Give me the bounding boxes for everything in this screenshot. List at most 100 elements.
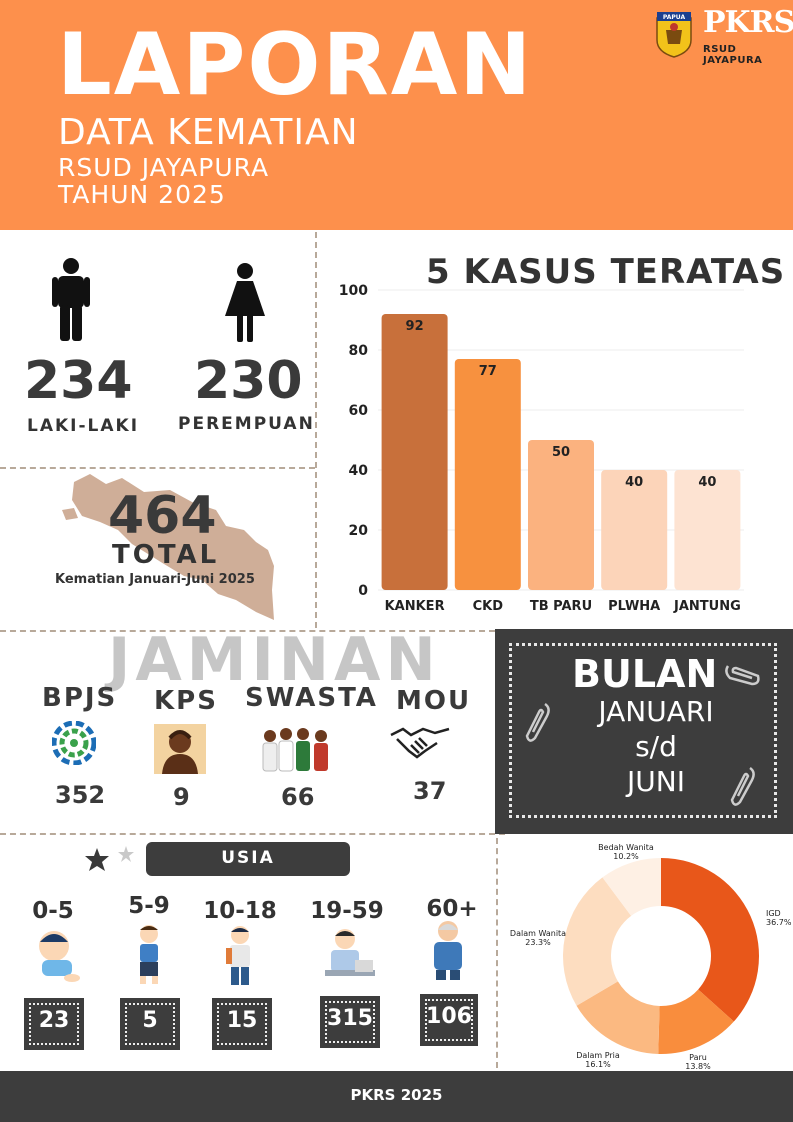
x-tick-label: CKD (473, 599, 504, 614)
baby-icon (32, 926, 82, 988)
age-range: 0-5 (32, 898, 74, 924)
jaminan-value-mou: 37 (413, 777, 447, 805)
x-tick-label: KANKER (385, 599, 445, 614)
age-count: 106 (426, 1004, 472, 1029)
y-tick-label: 80 (349, 343, 369, 359)
period-box (495, 629, 793, 834)
bar-chart: 0 20 40 60 80 100 92 KANKER 77 CKD 50 TB PARU 40 PLWH… (339, 283, 744, 614)
donut-slice (661, 858, 759, 1022)
bar (601, 470, 668, 590)
slice-percent: 23.3% (525, 938, 551, 947)
divider (0, 467, 315, 469)
teen-icon (222, 924, 258, 990)
bar-value-label: 40 (625, 475, 643, 490)
pkrs-logo: PKRS RSUD JAYAPURA (703, 5, 793, 67)
bar (381, 314, 448, 590)
chart-title: 5 KASUS TERATAS (426, 252, 786, 292)
papua-logo-icon: PAPUA (654, 10, 694, 58)
footer-text: PKRS 2025 (350, 1086, 443, 1104)
bar (528, 440, 594, 590)
x-tick-label: TB PARU (530, 599, 592, 614)
bar (454, 359, 521, 590)
elderly-icon (426, 918, 470, 984)
y-tick-label: 40 (349, 463, 369, 479)
footer-bar (0, 1071, 793, 1122)
y-tick-label: 60 (349, 403, 369, 419)
divider (315, 232, 317, 628)
adult-icon (325, 926, 375, 984)
bar-value-label: 77 (479, 364, 497, 379)
logo-left-text: PAPUA (663, 14, 686, 21)
age-count-box: 315 (320, 996, 380, 1048)
paperclip-icon (728, 764, 758, 812)
slice-percent: 10.2% (613, 852, 639, 861)
age-range: 19-59 (310, 898, 384, 924)
hospital-name: RSUD JAYAPURA (58, 153, 270, 182)
slice-label: Dalam Pria (576, 1051, 620, 1060)
bar-value-label: 50 (552, 445, 570, 460)
male-count: 234 (24, 351, 133, 411)
female-label: PEREMPUAN (178, 414, 315, 434)
y-tick-label: 100 (339, 283, 368, 299)
donut-slice (602, 858, 661, 916)
age-count: 23 (38, 1008, 70, 1033)
age-count-box: 5 (120, 998, 180, 1050)
y-tick-label: 20 (349, 523, 369, 539)
male-label: LAKI-LAKI (26, 416, 140, 436)
x-tick-label: JANTUNG (673, 599, 741, 614)
star-icon (84, 846, 138, 880)
bpjs-logo-icon (51, 720, 97, 769)
slice-label: IGD (766, 909, 781, 918)
donut-slice (576, 981, 660, 1054)
age-section-bar (146, 842, 350, 876)
divider (0, 630, 495, 632)
age-count-box: 23 (24, 998, 84, 1050)
woman-icon (223, 262, 267, 346)
page-subtitle: DATA KEMATIAN (58, 112, 359, 153)
total-count: 464 (108, 486, 217, 546)
jaminan-value-kps: 9 (173, 783, 190, 811)
bar (674, 470, 741, 590)
slice-label: Bedah Wanita (598, 843, 654, 852)
group-people-icon (260, 724, 334, 778)
age-count: 315 (327, 1006, 373, 1031)
papuan-person-icon (154, 724, 206, 778)
paperclip-icon (523, 700, 553, 748)
female-count: 230 (194, 351, 303, 411)
jaminan-label-kps: KPS (154, 686, 218, 716)
slice-label: Dalam Wanita (510, 929, 566, 938)
report-year: TAHUN 2025 (58, 180, 226, 209)
child-icon (130, 922, 168, 990)
age-range: 10-18 (203, 898, 277, 924)
divider (0, 833, 505, 835)
handshake-icon (389, 721, 451, 769)
jaminan-label-bpjs: BPJS (42, 683, 118, 713)
jaminan-label-mou: MOU (396, 686, 472, 716)
jaminan-label-swasta: SWASTA (245, 683, 378, 713)
age-range: 5-9 (128, 893, 170, 919)
slice-label: Paru (689, 1053, 707, 1062)
period-start: JANUARI (598, 695, 714, 728)
logo-right-text: PKRS (703, 5, 793, 40)
age-count: 15 (226, 1008, 258, 1033)
jaminan-value-swasta: 66 (281, 783, 315, 811)
period-box-border (509, 643, 777, 818)
age-count-box: 106 (420, 994, 478, 1046)
age-count: 5 (142, 1008, 158, 1033)
age-range: 60+ (426, 896, 478, 922)
slice-percent: 36.7% (766, 918, 792, 927)
y-tick-label: 0 (358, 583, 368, 599)
bar-value-label: 92 (406, 319, 424, 334)
papua-map-icon (60, 470, 275, 634)
man-icon (52, 257, 90, 345)
slice-percent: 13.8% (685, 1062, 711, 1070)
paperclip-icon (722, 658, 762, 692)
page-title: LAPORAN (57, 15, 534, 115)
slice-percent: 16.1% (585, 1060, 611, 1069)
logo-right-sub: RSUD JAYAPURA (703, 44, 763, 66)
period-title: BULAN (572, 652, 718, 696)
bar-value-label: 40 (698, 475, 716, 490)
age-count-box: 15 (212, 998, 272, 1050)
donut-slice (563, 877, 632, 1006)
